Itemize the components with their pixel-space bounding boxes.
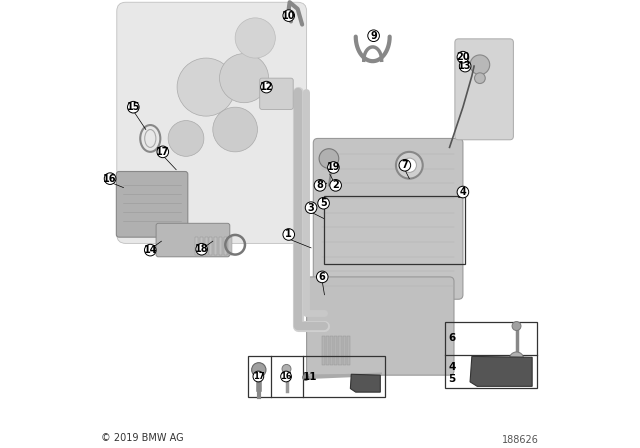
Text: 15: 15 (127, 102, 140, 112)
Bar (326, 336, 329, 365)
Text: 188626: 188626 (502, 435, 539, 445)
Circle shape (328, 162, 339, 173)
Circle shape (305, 202, 317, 214)
Circle shape (282, 364, 291, 373)
FancyBboxPatch shape (260, 78, 293, 109)
Circle shape (474, 73, 485, 83)
Text: 4: 4 (448, 362, 456, 372)
FancyBboxPatch shape (156, 223, 230, 257)
Text: 5: 5 (448, 374, 456, 384)
Circle shape (253, 371, 264, 382)
FancyBboxPatch shape (314, 138, 463, 299)
Bar (322, 336, 325, 365)
Circle shape (281, 371, 291, 382)
Text: 16: 16 (280, 372, 292, 381)
Bar (228, 237, 232, 254)
Circle shape (368, 30, 380, 42)
Text: 10: 10 (282, 11, 296, 21)
Text: 19: 19 (326, 163, 340, 172)
Circle shape (513, 366, 520, 375)
Bar (214, 237, 217, 254)
Circle shape (127, 101, 139, 113)
Bar (248, 357, 385, 396)
FancyBboxPatch shape (116, 2, 307, 243)
Circle shape (157, 146, 168, 158)
Text: 17: 17 (156, 147, 170, 157)
FancyBboxPatch shape (116, 172, 188, 237)
Text: 14: 14 (143, 245, 157, 255)
Circle shape (509, 352, 524, 366)
Circle shape (399, 159, 411, 171)
Circle shape (196, 243, 207, 255)
Bar (219, 237, 222, 254)
Text: 8: 8 (317, 181, 323, 190)
Circle shape (104, 173, 116, 185)
Circle shape (512, 322, 521, 331)
Text: 3: 3 (308, 202, 314, 213)
Circle shape (145, 244, 156, 256)
Bar (195, 237, 198, 254)
Bar (205, 237, 207, 254)
Bar (330, 336, 333, 365)
Circle shape (235, 18, 275, 58)
Bar (339, 336, 342, 365)
Circle shape (316, 271, 328, 283)
Text: 6: 6 (448, 333, 456, 343)
Bar (200, 237, 203, 254)
Bar (324, 196, 465, 263)
Text: 7: 7 (401, 160, 408, 170)
Circle shape (283, 228, 294, 240)
Text: 1: 1 (285, 229, 292, 240)
Circle shape (314, 180, 326, 191)
Circle shape (460, 60, 471, 72)
Bar (342, 336, 346, 365)
Text: 20: 20 (456, 52, 470, 62)
Polygon shape (350, 374, 380, 392)
Text: 16: 16 (103, 174, 117, 184)
FancyBboxPatch shape (455, 39, 513, 140)
Text: 17: 17 (253, 372, 264, 381)
Circle shape (252, 363, 266, 377)
Text: 12: 12 (260, 82, 273, 92)
Circle shape (470, 55, 490, 74)
Circle shape (213, 107, 257, 152)
Text: 4: 4 (460, 187, 467, 197)
Bar (445, 322, 536, 388)
Circle shape (457, 52, 468, 63)
Bar (223, 237, 227, 254)
Bar (347, 336, 350, 365)
Polygon shape (470, 357, 532, 386)
Circle shape (457, 186, 468, 198)
Circle shape (220, 54, 269, 103)
Circle shape (319, 149, 339, 168)
Circle shape (260, 81, 272, 93)
FancyBboxPatch shape (307, 277, 454, 375)
Circle shape (303, 374, 309, 380)
Circle shape (318, 198, 330, 209)
Text: 11: 11 (303, 371, 317, 382)
Circle shape (168, 121, 204, 156)
Text: © 2019 BMW AG: © 2019 BMW AG (101, 433, 184, 443)
Text: 13: 13 (458, 61, 472, 71)
Circle shape (330, 180, 341, 191)
Text: 9: 9 (370, 31, 377, 41)
Text: 18: 18 (195, 244, 209, 254)
Bar (209, 237, 212, 254)
Circle shape (396, 152, 423, 179)
Circle shape (283, 10, 294, 22)
Text: 2: 2 (332, 181, 339, 190)
Circle shape (177, 58, 235, 116)
Text: 5: 5 (320, 198, 327, 208)
Text: 6: 6 (319, 272, 326, 282)
Circle shape (402, 158, 417, 172)
Bar (334, 336, 337, 365)
